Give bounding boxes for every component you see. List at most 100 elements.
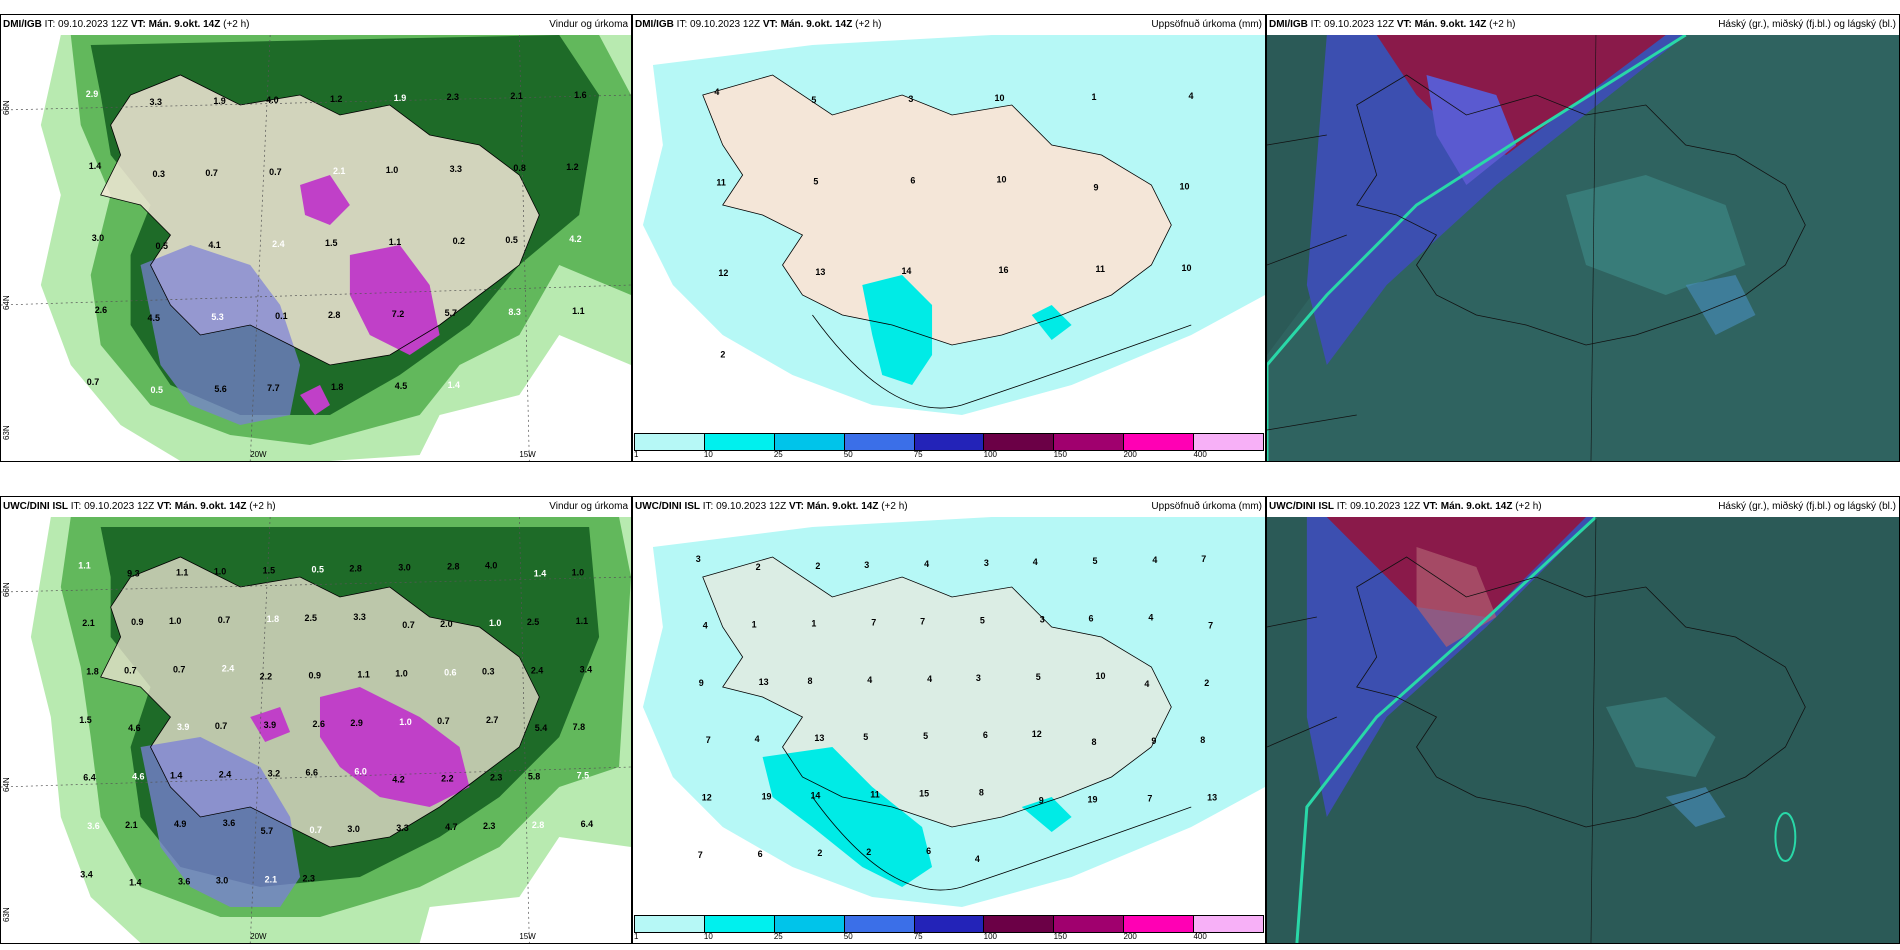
- colorbar-swatch: [1054, 916, 1125, 932]
- map-value-label: 14: [810, 790, 820, 800]
- lat-label: 66N: [2, 582, 11, 597]
- map-value-label: 7: [1201, 554, 1206, 564]
- map-value-label: 2.2: [441, 773, 453, 783]
- map-value-label: 0.7: [437, 716, 449, 726]
- it-value: 09.10.2023 12Z: [716, 501, 787, 512]
- it-value: 09.10.2023 12Z: [1324, 19, 1395, 30]
- panel-dmi-clouds: DMI/IGB IT: 09.10.2023 12Z VT: Mán. 9.ok…: [1266, 14, 1900, 462]
- map-value-label: 13: [759, 677, 769, 687]
- map-value-label: 3.6: [223, 818, 235, 828]
- map-value-label: 0.3: [153, 169, 165, 179]
- panel-header: UWC/DINI ISL IT: 09.10.2023 12Z VT: Mán.…: [633, 497, 1265, 518]
- map-value-label: 7.2: [392, 309, 404, 319]
- map-value-label: 9: [699, 678, 704, 688]
- map-value-label: 3: [976, 673, 981, 683]
- colorbar-tick: 75: [913, 450, 923, 459]
- map-value-label: 2.3: [447, 92, 459, 102]
- it-label: IT:: [702, 501, 714, 512]
- map-value-label: 6: [758, 849, 763, 859]
- colorbar-swatch: [704, 916, 775, 932]
- panel-header: DMI/IGB IT: 09.10.2023 12Z VT: Mán. 9.ok…: [1, 15, 631, 36]
- map-value-label: 15: [919, 788, 929, 798]
- it-label: IT:: [1310, 19, 1322, 30]
- colorbar-swatch: [1194, 916, 1264, 932]
- map-value-label: 11: [716, 177, 725, 187]
- panel-uwc-accum-precip: UWC/DINI ISL IT: 09.10.2023 12Z VT: Mán.…: [632, 496, 1266, 944]
- panel-title: Háský (gr.), miðský (fj.bl.) og lágský (…: [1718, 19, 1896, 30]
- lead-time: (+2 h): [223, 19, 250, 30]
- map-value-label: 13: [814, 733, 824, 743]
- map-value-label: 4.5: [148, 313, 160, 323]
- map-value-label: 1.0: [386, 165, 398, 175]
- colorbar-swatch: [774, 916, 845, 932]
- map-value-label: 3.9: [264, 720, 276, 730]
- map-value-label: 4.6: [132, 771, 144, 781]
- map-value-label: 6: [1089, 613, 1094, 623]
- vt-label: VT:: [130, 19, 146, 30]
- map-value-label: 1.0: [399, 717, 411, 727]
- map-value-label: 1.0: [169, 616, 181, 626]
- map-value-label: 7: [871, 617, 876, 627]
- map-wind-precip: 20W 15W 66N 64N 63N 2.9 3.3 1.9 4.0 1.2 1.9 2.…: [1, 35, 631, 461]
- panel-header: UWC/DINI ISL IT: 09.10.2023 12Z VT: Mán.…: [1267, 497, 1899, 518]
- model-name: DMI/IGB: [1269, 19, 1308, 30]
- it-value: 09.10.2023 12Z: [690, 19, 761, 30]
- map-value-label: 2.2: [260, 672, 272, 682]
- map-value-label: 3.6: [178, 876, 190, 886]
- map-value-label: 4.5: [395, 381, 407, 391]
- colorbar-tick: 400: [1193, 450, 1207, 459]
- map-value-label: 2.1: [510, 91, 522, 101]
- map-value-label: 1.8: [267, 614, 279, 624]
- map-value-label: 8: [807, 676, 812, 686]
- map-value-label: 0.7: [310, 825, 322, 835]
- map-value-label: 8: [1200, 735, 1205, 745]
- map-value-label: 2: [817, 848, 822, 858]
- lead-time: (+2 h): [881, 501, 908, 512]
- lon-label: 20W: [250, 450, 267, 459]
- map-value-label: 2.8: [349, 564, 361, 574]
- panel-dmi-accum-precip: DMI/IGB IT: 09.10.2023 12Z VT: Mán. 9.ok…: [632, 14, 1266, 462]
- map-value-label: 9: [1094, 182, 1099, 192]
- map-value-label: 0.7: [205, 168, 217, 178]
- map-value-label: 19: [1088, 794, 1098, 804]
- vt-label: VT:: [762, 19, 778, 30]
- map-value-label: 3.3: [450, 164, 462, 174]
- map-value-label: 3: [1040, 614, 1045, 624]
- map-value-label: 2.5: [305, 613, 317, 623]
- model-name: UWC/DINI ISL: [635, 501, 700, 512]
- map-value-label: 3: [696, 554, 701, 564]
- map-value-label: 4: [1152, 555, 1157, 565]
- it-label: IT:: [676, 19, 688, 30]
- colorbar-swatch: [704, 434, 775, 450]
- map-value-label: 1.1: [357, 670, 369, 680]
- map-value-label: 2.0: [440, 619, 452, 629]
- map-value-label: 12: [702, 792, 712, 802]
- map-value-label: 0.9: [131, 617, 143, 627]
- map-value-label: 1: [1092, 92, 1097, 102]
- map-value-label: 10: [997, 174, 1007, 184]
- colorbar-tick: 10: [703, 450, 713, 459]
- map-value-label: 1: [811, 618, 816, 628]
- colorbar-tick: 50: [843, 932, 853, 941]
- vt-value: Mán. 9.okt. 14Z: [1414, 19, 1487, 30]
- map-value-label: 6.4: [83, 772, 95, 782]
- map-value-label: 14: [901, 266, 911, 276]
- map-value-label: 0.5: [312, 565, 324, 575]
- map-value-label: 1.1: [176, 568, 188, 578]
- colorbar-tick: 1: [634, 932, 639, 941]
- map-value-label: 3: [908, 94, 913, 104]
- vt-value: Mán. 9.okt. 14Z: [174, 501, 247, 512]
- colorbar-swatch: [914, 916, 985, 932]
- map-value-label: 0.2: [453, 236, 465, 246]
- map-value-label: 0.7: [124, 666, 136, 676]
- map-value-label: 3: [864, 560, 869, 570]
- map-value-label: 5: [1036, 672, 1041, 682]
- colorbar-swatches: [634, 915, 1264, 933]
- map-clouds: [1267, 517, 1899, 943]
- panel-uwc-clouds: UWC/DINI ISL IT: 09.10.2023 12Z VT: Mán.…: [1266, 496, 1900, 944]
- map-value-label: 1.9: [394, 93, 406, 103]
- map-value-label: 10: [1096, 671, 1106, 681]
- colorbar: 1 10 25 50 75 100 150 200 400: [633, 431, 1265, 461]
- panel-uwc-wind-precip: UWC/DINI ISL IT: 09.10.2023 12Z VT: Mán.…: [0, 496, 632, 944]
- map-value-label: 4: [714, 87, 719, 97]
